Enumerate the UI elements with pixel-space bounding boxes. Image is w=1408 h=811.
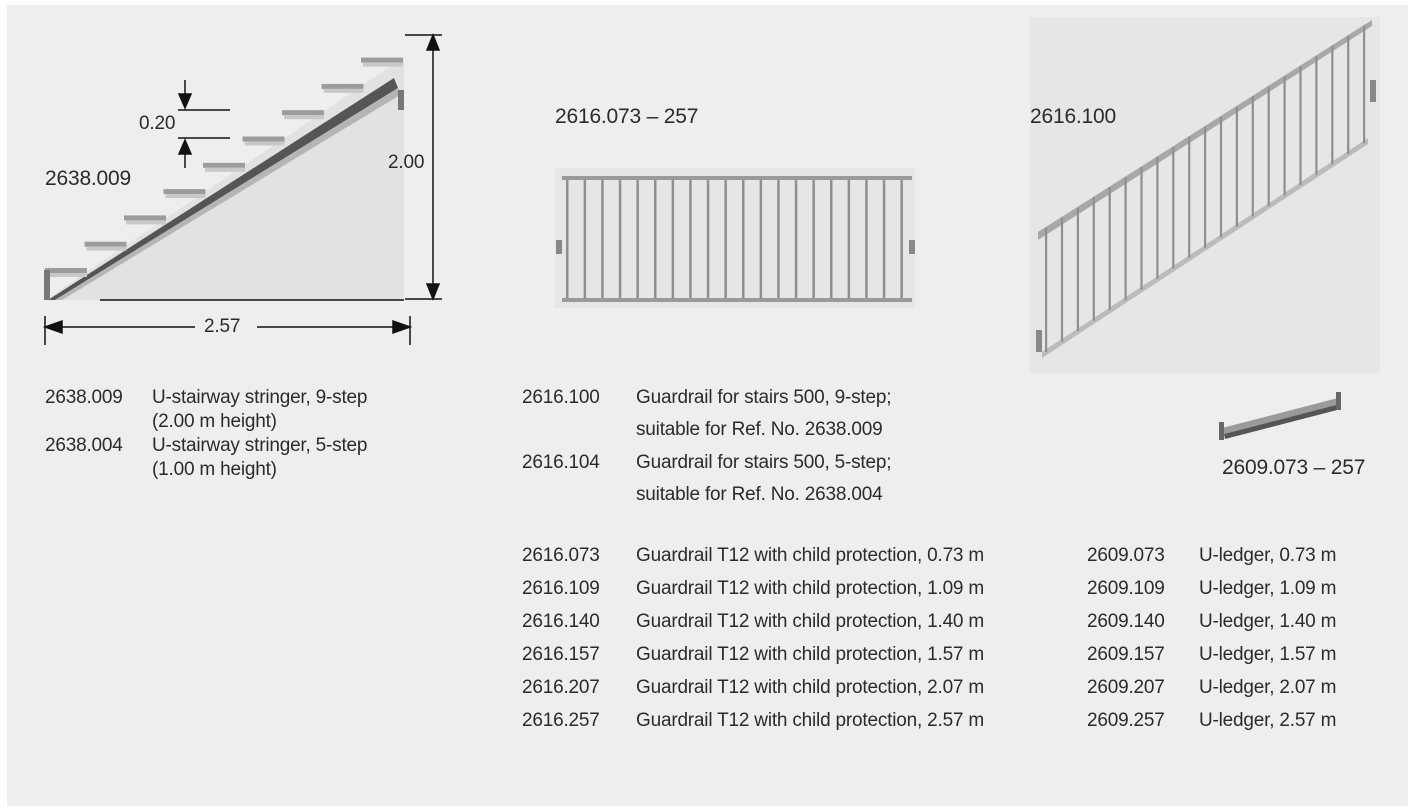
ledger-label: 2609.073 – 257	[1222, 456, 1366, 479]
list-item-ref: 2638.004	[45, 435, 123, 456]
list-item-ref: 2609.140	[1087, 611, 1165, 632]
list-item-desc: U-ledger, 2.57 m	[1199, 710, 1337, 731]
list-item-desc: U-ledger, 1.57 m	[1199, 644, 1337, 665]
baluster	[759, 180, 763, 298]
baluster	[706, 180, 710, 298]
baluster	[1076, 207, 1079, 332]
list-item-desc: (2.00 m height)	[152, 411, 277, 432]
list-item-desc: U-ledger, 0.73 m	[1199, 545, 1337, 566]
step-height-dimension: 0.20	[139, 113, 176, 134]
list-item-ref: 2609.257	[1087, 710, 1165, 731]
list-item-ref: 2616.104	[522, 452, 600, 473]
list-item-ref: 2616.109	[522, 578, 600, 599]
list-item-desc: Guardrail T12 with child protection, 0.7…	[636, 545, 985, 566]
baluster	[724, 180, 727, 298]
u-ledger-drawing	[1219, 392, 1341, 440]
stair-tread	[361, 57, 403, 67]
baluster	[1331, 45, 1334, 165]
baluster	[1347, 35, 1350, 154]
baluster	[1251, 96, 1254, 217]
list-item-ref: 2616.100	[522, 387, 600, 408]
height-dimension: 2.00	[388, 152, 425, 173]
stair-tread	[84, 241, 127, 251]
baluster	[830, 180, 833, 298]
list-item-desc: Guardrail T12 with child protection, 1.0…	[636, 578, 985, 599]
baluster	[1315, 55, 1318, 175]
baluster	[671, 180, 675, 298]
baluster	[1283, 76, 1286, 196]
baluster	[566, 180, 569, 298]
list-item-ref: 2638.009	[45, 387, 123, 408]
list-item-ref: 2609.073	[1087, 545, 1165, 566]
baluster	[1092, 197, 1095, 321]
baluster	[1140, 167, 1143, 290]
list-item-ref: 2609.109	[1087, 578, 1165, 599]
baluster	[1156, 156, 1159, 279]
baluster	[601, 180, 604, 298]
list-item-desc: suitable for Ref. No. 2638.004	[636, 484, 883, 505]
list-item-ref: 2616.257	[522, 710, 600, 731]
baluster	[900, 180, 903, 298]
list-item-desc: Guardrail for stairs 500, 5-step;	[636, 452, 892, 473]
length-dimension: 2.57	[204, 316, 241, 337]
baluster	[1235, 106, 1238, 227]
list-item-desc: Guardrail T12 with child protection, 2.5…	[636, 710, 985, 731]
list-item-ref: 2616.207	[522, 677, 600, 698]
guardrail-straight-label: 2616.073 – 257	[555, 105, 699, 128]
list-item-desc: (1.00 m height)	[152, 459, 277, 480]
stair-tread	[163, 189, 206, 199]
list-item-desc: Guardrail T12 with child protection, 1.5…	[636, 644, 985, 665]
stair-tread	[45, 268, 87, 277]
baluster	[1299, 66, 1302, 186]
baluster	[794, 180, 798, 298]
baluster	[882, 180, 886, 298]
baluster	[1363, 25, 1366, 144]
list-item-desc: U-ledger, 1.40 m	[1199, 611, 1337, 632]
baluster	[618, 180, 622, 298]
baluster	[1045, 227, 1048, 353]
baluster	[636, 180, 639, 298]
list-item-desc: suitable for Ref. No. 2638.009	[636, 419, 883, 440]
baluster	[1060, 217, 1064, 342]
stringer-label: 2638.009	[45, 167, 131, 190]
baluster	[1219, 116, 1223, 238]
list-item-ref: 2609.207	[1087, 677, 1165, 698]
baluster	[1108, 187, 1111, 311]
stringer-dimensions	[42, 32, 442, 345]
baluster	[865, 180, 868, 298]
guardrail-stairs-drawing	[1030, 17, 1380, 373]
list-item-desc: U-ledger, 2.07 m	[1199, 677, 1337, 698]
stair-tread	[124, 215, 166, 225]
stairway-stringer-drawing	[44, 57, 404, 300]
baluster	[777, 180, 780, 298]
list-item-ref: 2609.157	[1087, 644, 1165, 665]
baluster	[1188, 136, 1191, 259]
guardrail-stairs-label: 2616.100	[1030, 105, 1116, 128]
baluster	[1204, 126, 1207, 248]
list-item-desc: Guardrail for stairs 500, 9-step;	[636, 387, 892, 408]
list-item-ref: 2616.157	[522, 644, 600, 665]
stair-tread	[203, 162, 245, 172]
baluster	[689, 180, 692, 298]
baluster	[1172, 146, 1175, 269]
baluster	[1124, 177, 1127, 300]
list-item-ref: 2616.140	[522, 611, 600, 632]
baluster	[742, 180, 745, 298]
baluster	[583, 180, 587, 298]
baluster	[654, 180, 657, 298]
guardrail-t12-drawing	[555, 168, 915, 308]
list-item-ref: 2616.073	[522, 545, 600, 566]
baluster	[1267, 86, 1270, 206]
list-item-desc: Guardrail T12 with child protection, 2.0…	[636, 677, 985, 698]
baluster	[847, 180, 851, 298]
stair-tread	[321, 83, 364, 93]
list-item-desc: U-stairway stringer, 5-step	[152, 435, 368, 456]
baluster	[812, 180, 815, 298]
list-item-desc: Guardrail T12 with child protection, 1.4…	[636, 611, 985, 632]
list-item-desc: U-stairway stringer, 9-step	[152, 387, 368, 408]
stair-tread	[242, 136, 285, 146]
stair-tread	[282, 110, 324, 120]
list-item-desc: U-ledger, 1.09 m	[1199, 578, 1337, 599]
